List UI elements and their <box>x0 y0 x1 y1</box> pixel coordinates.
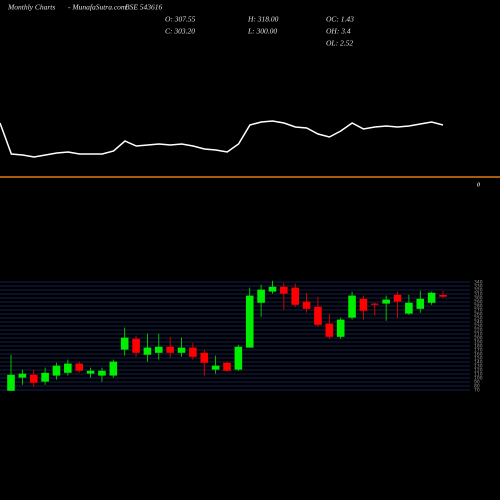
candle-body <box>189 347 197 357</box>
y-tick-label: 220 <box>474 328 483 334</box>
candle-body <box>382 299 390 304</box>
y-tick-label: 250 <box>474 316 483 322</box>
candle-body <box>64 363 72 373</box>
stat: OC: 1.43 <box>326 15 354 24</box>
y-tick-label: 330 <box>474 284 483 290</box>
stat: OH: 3.4 <box>326 27 351 36</box>
y-tick-label: 100 <box>474 376 483 382</box>
separator-label: 0 <box>477 182 480 188</box>
candle-body <box>416 298 425 309</box>
candle-body <box>336 319 345 337</box>
candle-body <box>86 370 95 374</box>
candle-body <box>177 347 186 353</box>
candle-body <box>302 301 311 309</box>
candle-body <box>405 302 413 314</box>
candle-body <box>325 323 334 337</box>
candle-body <box>314 306 322 325</box>
chart-site: Monthly Charts <box>7 3 55 12</box>
stat: L: 300.00 <box>247 27 277 36</box>
stat: O: 307.55 <box>165 15 196 24</box>
candle-body <box>200 352 209 363</box>
y-tick-label: 290 <box>474 300 483 306</box>
candle-body <box>29 374 38 383</box>
candle-body <box>109 361 118 376</box>
candle-body <box>245 295 254 348</box>
y-tick-label: 130 <box>474 364 483 370</box>
candle-body <box>7 374 15 391</box>
candle-body <box>166 346 174 353</box>
y-tick-label: 210 <box>474 332 483 338</box>
candle-body <box>154 346 163 353</box>
y-tick-label: 170 <box>474 348 483 354</box>
candle-body <box>234 346 243 370</box>
y-tick-label: 90 <box>474 380 480 386</box>
candle-body <box>393 294 402 302</box>
candle-body <box>223 362 231 371</box>
candle-body <box>41 372 49 382</box>
y-tick-label: 160 <box>474 352 483 358</box>
y-tick-label: 70 <box>474 388 480 394</box>
candle-body <box>280 286 288 294</box>
y-tick-label: 320 <box>474 288 483 294</box>
candle-body <box>257 289 265 303</box>
symbol: BSE 543616 <box>125 3 163 12</box>
y-tick-label: 280 <box>474 304 483 310</box>
y-tick-label: 270 <box>474 308 483 314</box>
y-tick-label: 260 <box>474 312 483 318</box>
y-tick-label: 230 <box>474 324 483 330</box>
y-tick-label: 110 <box>474 372 483 378</box>
candle-body <box>52 365 61 376</box>
brand: - MunafaSutra.com <box>68 3 127 12</box>
candle-body <box>132 338 140 353</box>
y-tick-label: 190 <box>474 340 483 346</box>
y-tick-label: 310 <box>474 292 483 298</box>
candle-body <box>98 370 106 376</box>
candle-body <box>143 347 152 355</box>
candle-body <box>439 294 447 297</box>
y-tick-label: 120 <box>474 368 483 374</box>
candle-body <box>75 363 84 371</box>
stat: C: 303.20 <box>165 27 195 36</box>
candle-body <box>348 295 356 318</box>
y-tick-label: 150 <box>474 356 483 362</box>
indicator-line <box>0 120 444 158</box>
candle-body <box>120 337 129 350</box>
stat: OL: 2.52 <box>326 39 353 48</box>
y-tick-label: 80 <box>474 384 480 390</box>
candle-body <box>268 286 277 292</box>
y-tick-label: 240 <box>474 320 483 326</box>
candle-body <box>18 373 27 378</box>
stat: H: 318.00 <box>247 15 279 24</box>
candle-body <box>370 303 379 305</box>
y-tick-label: 180 <box>474 344 483 350</box>
candle-body <box>211 365 220 370</box>
y-tick-label: 300 <box>474 296 483 302</box>
candle-body <box>291 287 300 305</box>
y-tick-label: 140 <box>474 360 483 366</box>
y-tick-label: 340 <box>474 280 483 286</box>
candle-body <box>427 292 436 303</box>
y-tick-label: 200 <box>474 336 483 342</box>
candle-body <box>359 298 368 311</box>
